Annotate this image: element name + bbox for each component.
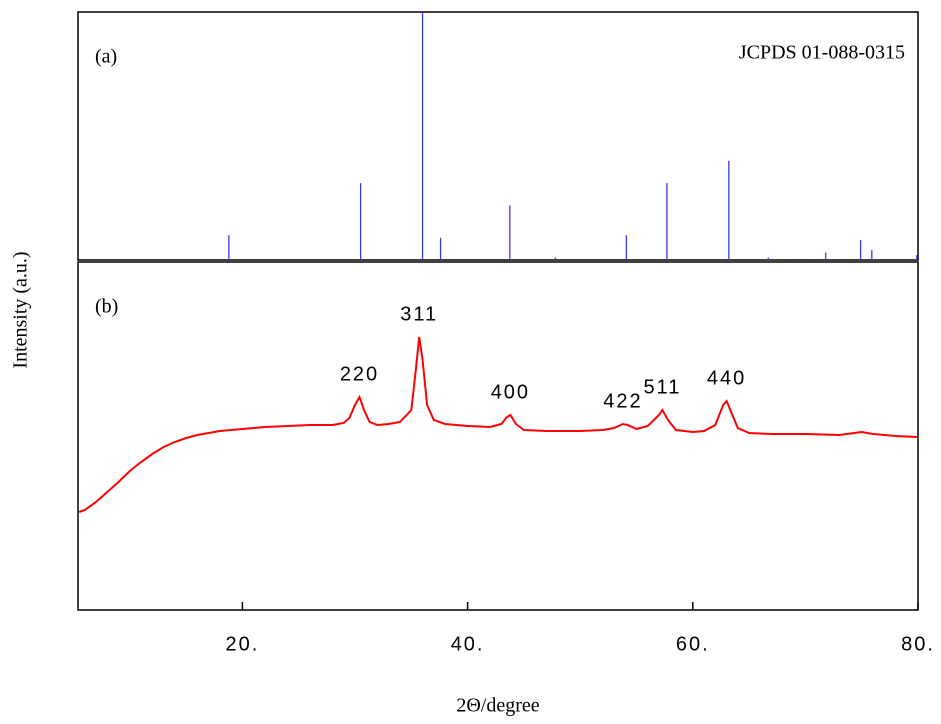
- x-tick-label: 80.: [901, 633, 935, 655]
- x-tick-label: 60.: [676, 633, 710, 655]
- peak-label: 511: [643, 376, 681, 398]
- x-tick-label: 40.: [451, 633, 485, 655]
- peak-label: 220: [340, 363, 379, 385]
- panel-title: JCPDS 01-088-0315: [739, 42, 905, 64]
- xrd-line: [78, 336, 919, 513]
- panel-label: (b): [95, 296, 118, 318]
- peak-label: 400: [491, 381, 530, 403]
- panel-label: (a): [95, 46, 117, 68]
- panel-frame: [77, 11, 919, 261]
- panel-frame: [77, 261, 919, 611]
- peak-label: 311: [400, 303, 438, 325]
- peak-label: 422: [603, 390, 642, 412]
- peak-label: 440: [707, 367, 746, 389]
- x-tick-label: 20.: [225, 633, 259, 655]
- y-axis-label: Intensity (a.u.): [10, 251, 32, 368]
- x-axis-label: 2Θ/degree: [456, 695, 539, 717]
